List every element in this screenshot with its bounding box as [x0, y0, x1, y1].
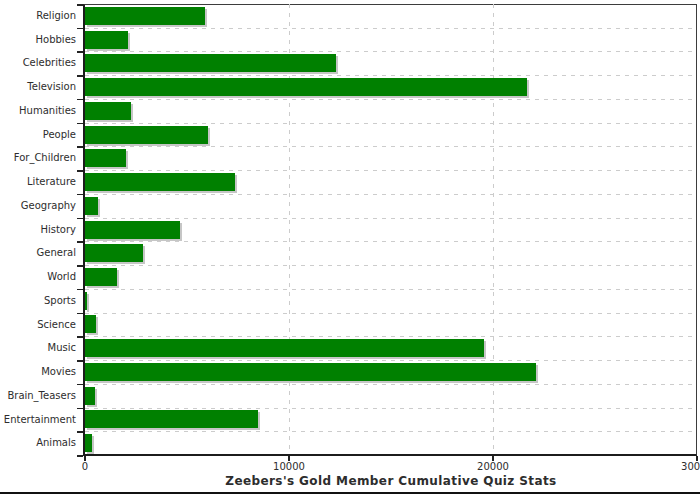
gridline-horizontal [85, 408, 697, 409]
bar-world [85, 268, 117, 286]
y-axis-tick [77, 194, 83, 196]
gridline-horizontal [85, 431, 697, 432]
y-axis-tick [77, 99, 83, 101]
bar-television [85, 78, 527, 96]
x-axis-label: 0 [82, 461, 88, 472]
category-label-animals: Animals [0, 431, 76, 455]
category-label-science: Science [0, 313, 76, 337]
gridline-horizontal [85, 360, 697, 361]
gridline-horizontal [85, 170, 697, 171]
bar-literature [85, 173, 235, 191]
gridline-horizontal [85, 241, 697, 242]
bar-for_children [85, 149, 126, 167]
bar-hobbies [85, 31, 128, 49]
category-label-humanities: Humanities [0, 99, 76, 123]
bar-general [85, 244, 143, 262]
category-label-literature: Literature [0, 170, 76, 194]
category-label-music: Music [0, 336, 76, 360]
y-axis-tick [77, 28, 83, 30]
bar-celebrities [85, 54, 336, 72]
y-axis-tick [77, 289, 83, 291]
gridline-horizontal [85, 313, 697, 314]
y-axis-tick [77, 241, 83, 243]
category-label-history: History [0, 218, 76, 242]
gridline-horizontal [85, 218, 697, 219]
gridline-horizontal [85, 336, 697, 337]
bottom-rule [0, 492, 700, 494]
bar-entertainment [85, 410, 258, 428]
x-axis-label: 20000 [477, 461, 509, 472]
chart-title: Zeebers's Gold Member Cumulative Quiz St… [225, 474, 556, 488]
bar-religion [85, 7, 205, 25]
bar-history [85, 221, 180, 239]
gridline-horizontal [85, 384, 697, 385]
bar-geography [85, 197, 98, 215]
category-label-geography: Geography [0, 194, 76, 218]
x-axis-label: 30000 [681, 461, 700, 472]
y-axis-tick [77, 360, 83, 362]
gridline-vertical [493, 4, 494, 454]
gridline-horizontal [85, 146, 697, 147]
y-axis-tick [77, 4, 83, 6]
gridline-horizontal [85, 99, 697, 100]
y-axis-tick [77, 384, 83, 386]
category-label-celebrities: Celebrities [0, 51, 76, 75]
gridline-horizontal [85, 28, 697, 29]
y-axis-tick [77, 431, 83, 433]
y-axis-tick [77, 51, 83, 53]
y-axis-tick [77, 170, 83, 172]
y-axis-tick [77, 123, 83, 125]
y-axis-tick [77, 313, 83, 315]
category-label-movies: Movies [0, 360, 76, 384]
bar-animals [85, 434, 92, 452]
bar-music [85, 339, 484, 357]
bar-humanities [85, 102, 131, 120]
category-label-sports: Sports [0, 289, 76, 313]
y-axis-tick [77, 336, 83, 338]
y-axis-tick [77, 146, 83, 148]
bar-movies [85, 363, 536, 381]
quiz-stats-bar-chart: ReligionHobbiesCelebritiesTelevisionHuma… [0, 0, 700, 500]
category-label-people: People [0, 123, 76, 147]
bar-science [85, 315, 96, 333]
gridline-horizontal [85, 289, 697, 290]
y-axis-tick [77, 265, 83, 267]
category-label-general: General [0, 241, 76, 265]
y-axis-tick [77, 218, 83, 220]
y-axis-tick [77, 75, 83, 77]
bar-people [85, 126, 208, 144]
category-label-world: World [0, 265, 76, 289]
category-label-entertainment: Entertainment [0, 408, 76, 432]
bar-sports [85, 292, 87, 310]
category-label-religion: Religion [0, 4, 76, 28]
gridline-horizontal [85, 51, 697, 52]
bar-brain_teasers [85, 387, 95, 405]
x-axis-label: 10000 [273, 461, 305, 472]
gridline-horizontal [85, 123, 697, 124]
category-label-television: Television [0, 75, 76, 99]
gridline-horizontal [85, 265, 697, 266]
y-axis-tick [77, 455, 83, 457]
category-label-hobbies: Hobbies [0, 28, 76, 52]
category-label-for_children: For_Children [0, 146, 76, 170]
y-axis-tick [77, 408, 83, 410]
gridline-horizontal [85, 194, 697, 195]
category-label-brain_teasers: Brain_Teasers [0, 384, 76, 408]
gridline-horizontal [85, 75, 697, 76]
